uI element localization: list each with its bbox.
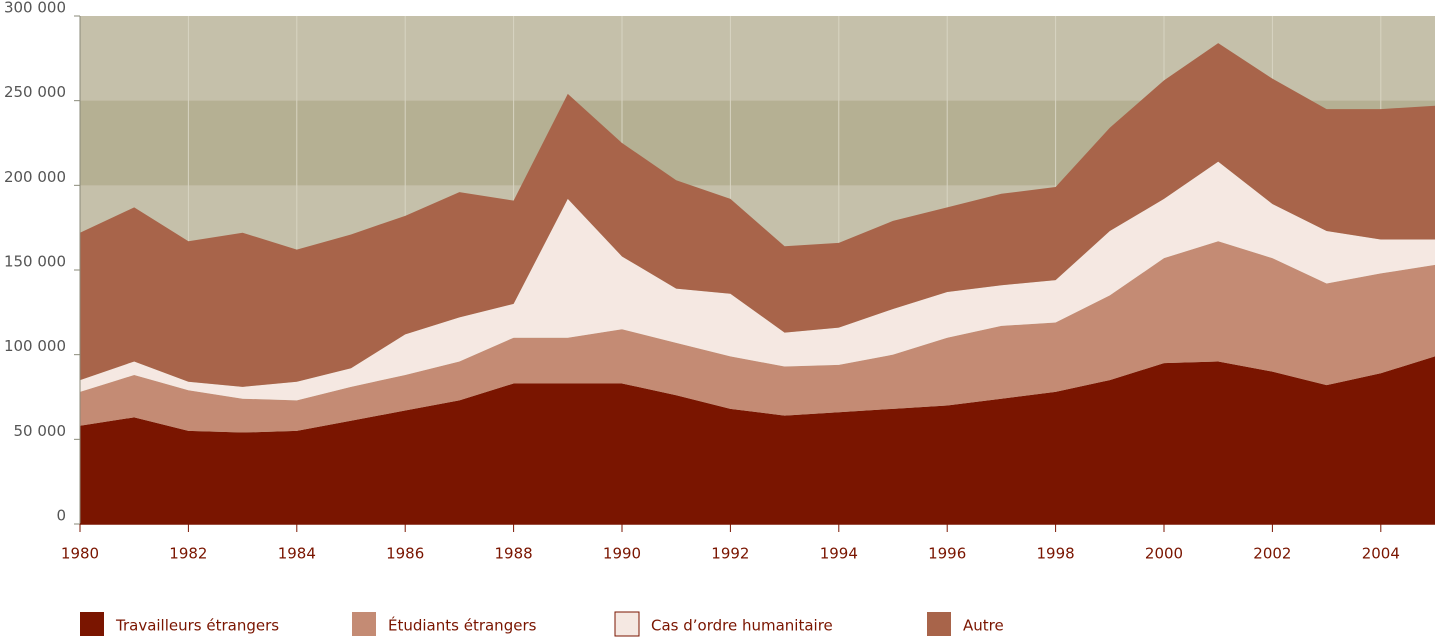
area — [80, 43, 1435, 387]
legend-swatch — [927, 612, 951, 636]
legend-swatch — [614, 611, 640, 637]
x-tick-label: 1998 — [1037, 545, 1075, 563]
area — [80, 241, 1435, 433]
x-tick-label: 1994 — [820, 545, 858, 563]
legend-swatch — [352, 612, 376, 636]
y-tick-label: 150 000 — [4, 253, 66, 271]
y-tick-label: 0 — [56, 507, 66, 525]
x-tick-label: 1990 — [603, 545, 641, 563]
y-tick-label: 250 000 — [4, 83, 66, 101]
x-tick-label: 1980 — [61, 545, 99, 563]
y-tick-label: 300 000 — [4, 0, 66, 17]
legend-label: Cas d’ordre humanitaire — [651, 617, 833, 635]
x-tick-label: 2000 — [1145, 545, 1183, 563]
x-tick-label: 1996 — [928, 545, 966, 563]
area — [80, 161, 1435, 401]
x-tick-label: 1992 — [711, 545, 749, 563]
x-tick-label: 1986 — [386, 545, 424, 563]
x-tick-label: 1988 — [495, 545, 533, 563]
area — [80, 356, 1435, 524]
legend-label: Étudiants étrangers — [388, 616, 537, 635]
x-tick-label: 1982 — [169, 545, 207, 563]
legend-label: Autre — [963, 617, 1004, 635]
y-tick-label: 50 000 — [14, 422, 67, 440]
x-tick-label: 1984 — [278, 545, 316, 563]
legend-swatch — [80, 612, 104, 636]
y-tick-label: 200 000 — [4, 168, 66, 186]
x-tick-label: 2004 — [1362, 545, 1400, 563]
y-tick-label: 100 000 — [4, 337, 66, 355]
x-tick-label: 2002 — [1253, 545, 1291, 563]
legend-label: Travailleurs étrangers — [115, 617, 279, 635]
